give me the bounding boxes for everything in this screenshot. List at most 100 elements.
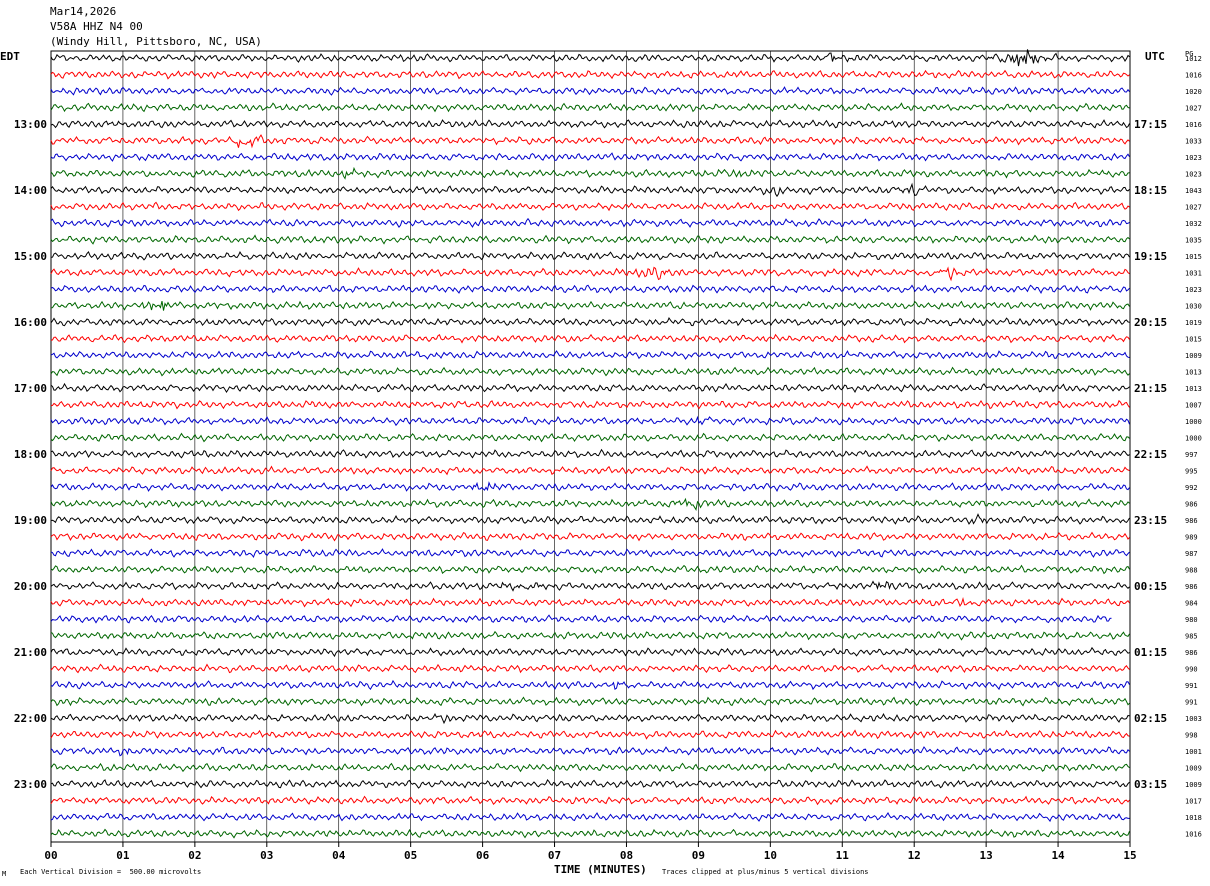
trace-line — [51, 664, 1130, 672]
pg-value: 1019 — [1185, 319, 1202, 327]
pg-value: 1027 — [1185, 204, 1202, 212]
right-hour-label: 23:15 — [1134, 514, 1167, 527]
vertical-division-note: Each Vertical Division = 500.00 microvol… — [20, 868, 201, 876]
pg-value: 1043 — [1185, 187, 1202, 195]
x-tick-label: 04 — [332, 849, 346, 862]
trace-line — [51, 219, 1130, 227]
left-hour-label: 16:00 — [14, 316, 47, 329]
trace-line — [51, 168, 1130, 178]
pg-value: 986 — [1185, 517, 1198, 525]
x-tick-label: 12 — [908, 849, 921, 862]
left-hour-label: 13:00 — [14, 118, 47, 131]
trace-line — [51, 533, 1130, 541]
left-hour-label: 21:00 — [14, 646, 47, 659]
trace-line — [51, 301, 1130, 311]
pg-value: 1015 — [1185, 336, 1202, 344]
trace-line — [51, 351, 1130, 359]
trace-line — [51, 401, 1130, 409]
right-hour-label: 00:15 — [1134, 580, 1167, 593]
pg-value: 1015 — [1185, 253, 1202, 261]
right-hour-label: 21:15 — [1134, 382, 1167, 395]
pg-value: 985 — [1185, 633, 1198, 641]
pg-value: 1027 — [1185, 105, 1202, 113]
trace-line — [51, 285, 1130, 293]
pg-value: 997 — [1185, 451, 1198, 459]
pg-value: 1003 — [1185, 715, 1202, 723]
right-hour-label: 02:15 — [1134, 712, 1167, 725]
trace-line — [51, 747, 1130, 756]
right-hour-label: 18:15 — [1134, 184, 1167, 197]
trace-line — [51, 764, 1130, 772]
x-tick-label: 00 — [44, 849, 57, 862]
corner-mark: M — [2, 870, 6, 878]
pg-value: 1031 — [1185, 270, 1202, 278]
trace-line — [51, 252, 1130, 260]
trace-line — [51, 450, 1130, 458]
pg-value: 988 — [1185, 567, 1198, 575]
trace-line — [51, 184, 1130, 196]
clip-note: Traces clipped at plus/minus 5 vertical … — [662, 868, 869, 876]
pg-value: 1023 — [1185, 154, 1202, 162]
trace-line — [51, 780, 1130, 788]
trace-line — [51, 599, 1130, 607]
trace-line — [51, 483, 1130, 491]
trace-line — [51, 648, 1130, 656]
x-tick-label: 14 — [1051, 849, 1065, 862]
left-hour-label: 14:00 — [14, 184, 47, 197]
trace-line — [51, 202, 1130, 210]
trace-line — [51, 681, 1130, 689]
pg-value: 1007 — [1185, 402, 1202, 410]
trace-line — [51, 632, 1130, 640]
pg-value: 989 — [1185, 534, 1198, 542]
trace-line — [51, 335, 1130, 343]
pg-value: 991 — [1185, 699, 1198, 707]
pg-value: 1001 — [1185, 748, 1202, 756]
pg-value: 1030 — [1185, 303, 1202, 311]
left-hour-label: 18:00 — [14, 448, 47, 461]
pg-value: 992 — [1185, 484, 1198, 492]
trace-line — [51, 153, 1130, 161]
x-tick-label: 11 — [836, 849, 850, 862]
pg-value: 1017 — [1185, 798, 1202, 806]
x-axis-label: TIME (MINUTES) — [554, 863, 647, 876]
x-tick-label: 13 — [980, 849, 993, 862]
trace-line — [51, 368, 1130, 376]
trace-line — [51, 514, 1130, 524]
pg-value: 1016 — [1185, 121, 1202, 129]
x-tick-label: 09 — [692, 849, 705, 862]
trace-line — [51, 120, 1130, 128]
pg-value: 1013 — [1185, 385, 1202, 393]
right-hour-label: 20:15 — [1134, 316, 1167, 329]
pg-value: 990 — [1185, 666, 1198, 674]
left-hour-label: 20:00 — [14, 580, 47, 593]
right-hour-label: 01:15 — [1134, 646, 1167, 659]
trace-line — [51, 566, 1130, 574]
pg-value: 1016 — [1185, 72, 1202, 80]
pg-value: 1000 — [1185, 418, 1202, 426]
trace-line — [51, 135, 1130, 148]
trace-line — [51, 813, 1130, 821]
pg-value: 1032 — [1185, 220, 1202, 228]
pg-value: 1020 — [1185, 88, 1202, 96]
x-tick-label: 01 — [116, 849, 130, 862]
trace-line — [51, 582, 1130, 591]
trace-line — [51, 434, 1130, 442]
pg-value: 987 — [1185, 550, 1198, 558]
plot-frame — [51, 51, 1130, 842]
pg-value: 1035 — [1185, 237, 1202, 245]
trace-line — [51, 499, 1130, 509]
trace-line — [51, 797, 1130, 805]
x-tick-label: 07 — [548, 849, 561, 862]
x-tick-label: 03 — [260, 849, 273, 862]
pg-value: 984 — [1185, 600, 1198, 608]
trace-line — [51, 615, 1112, 623]
pg-value: 1009 — [1185, 765, 1202, 773]
pg-value: 1033 — [1185, 138, 1202, 146]
trace-line — [51, 103, 1130, 111]
pg-value: 1009 — [1185, 781, 1202, 789]
left-hour-label: 17:00 — [14, 382, 47, 395]
x-tick-label: 05 — [404, 849, 417, 862]
trace-line — [51, 236, 1130, 244]
x-tick-label: 02 — [188, 849, 201, 862]
